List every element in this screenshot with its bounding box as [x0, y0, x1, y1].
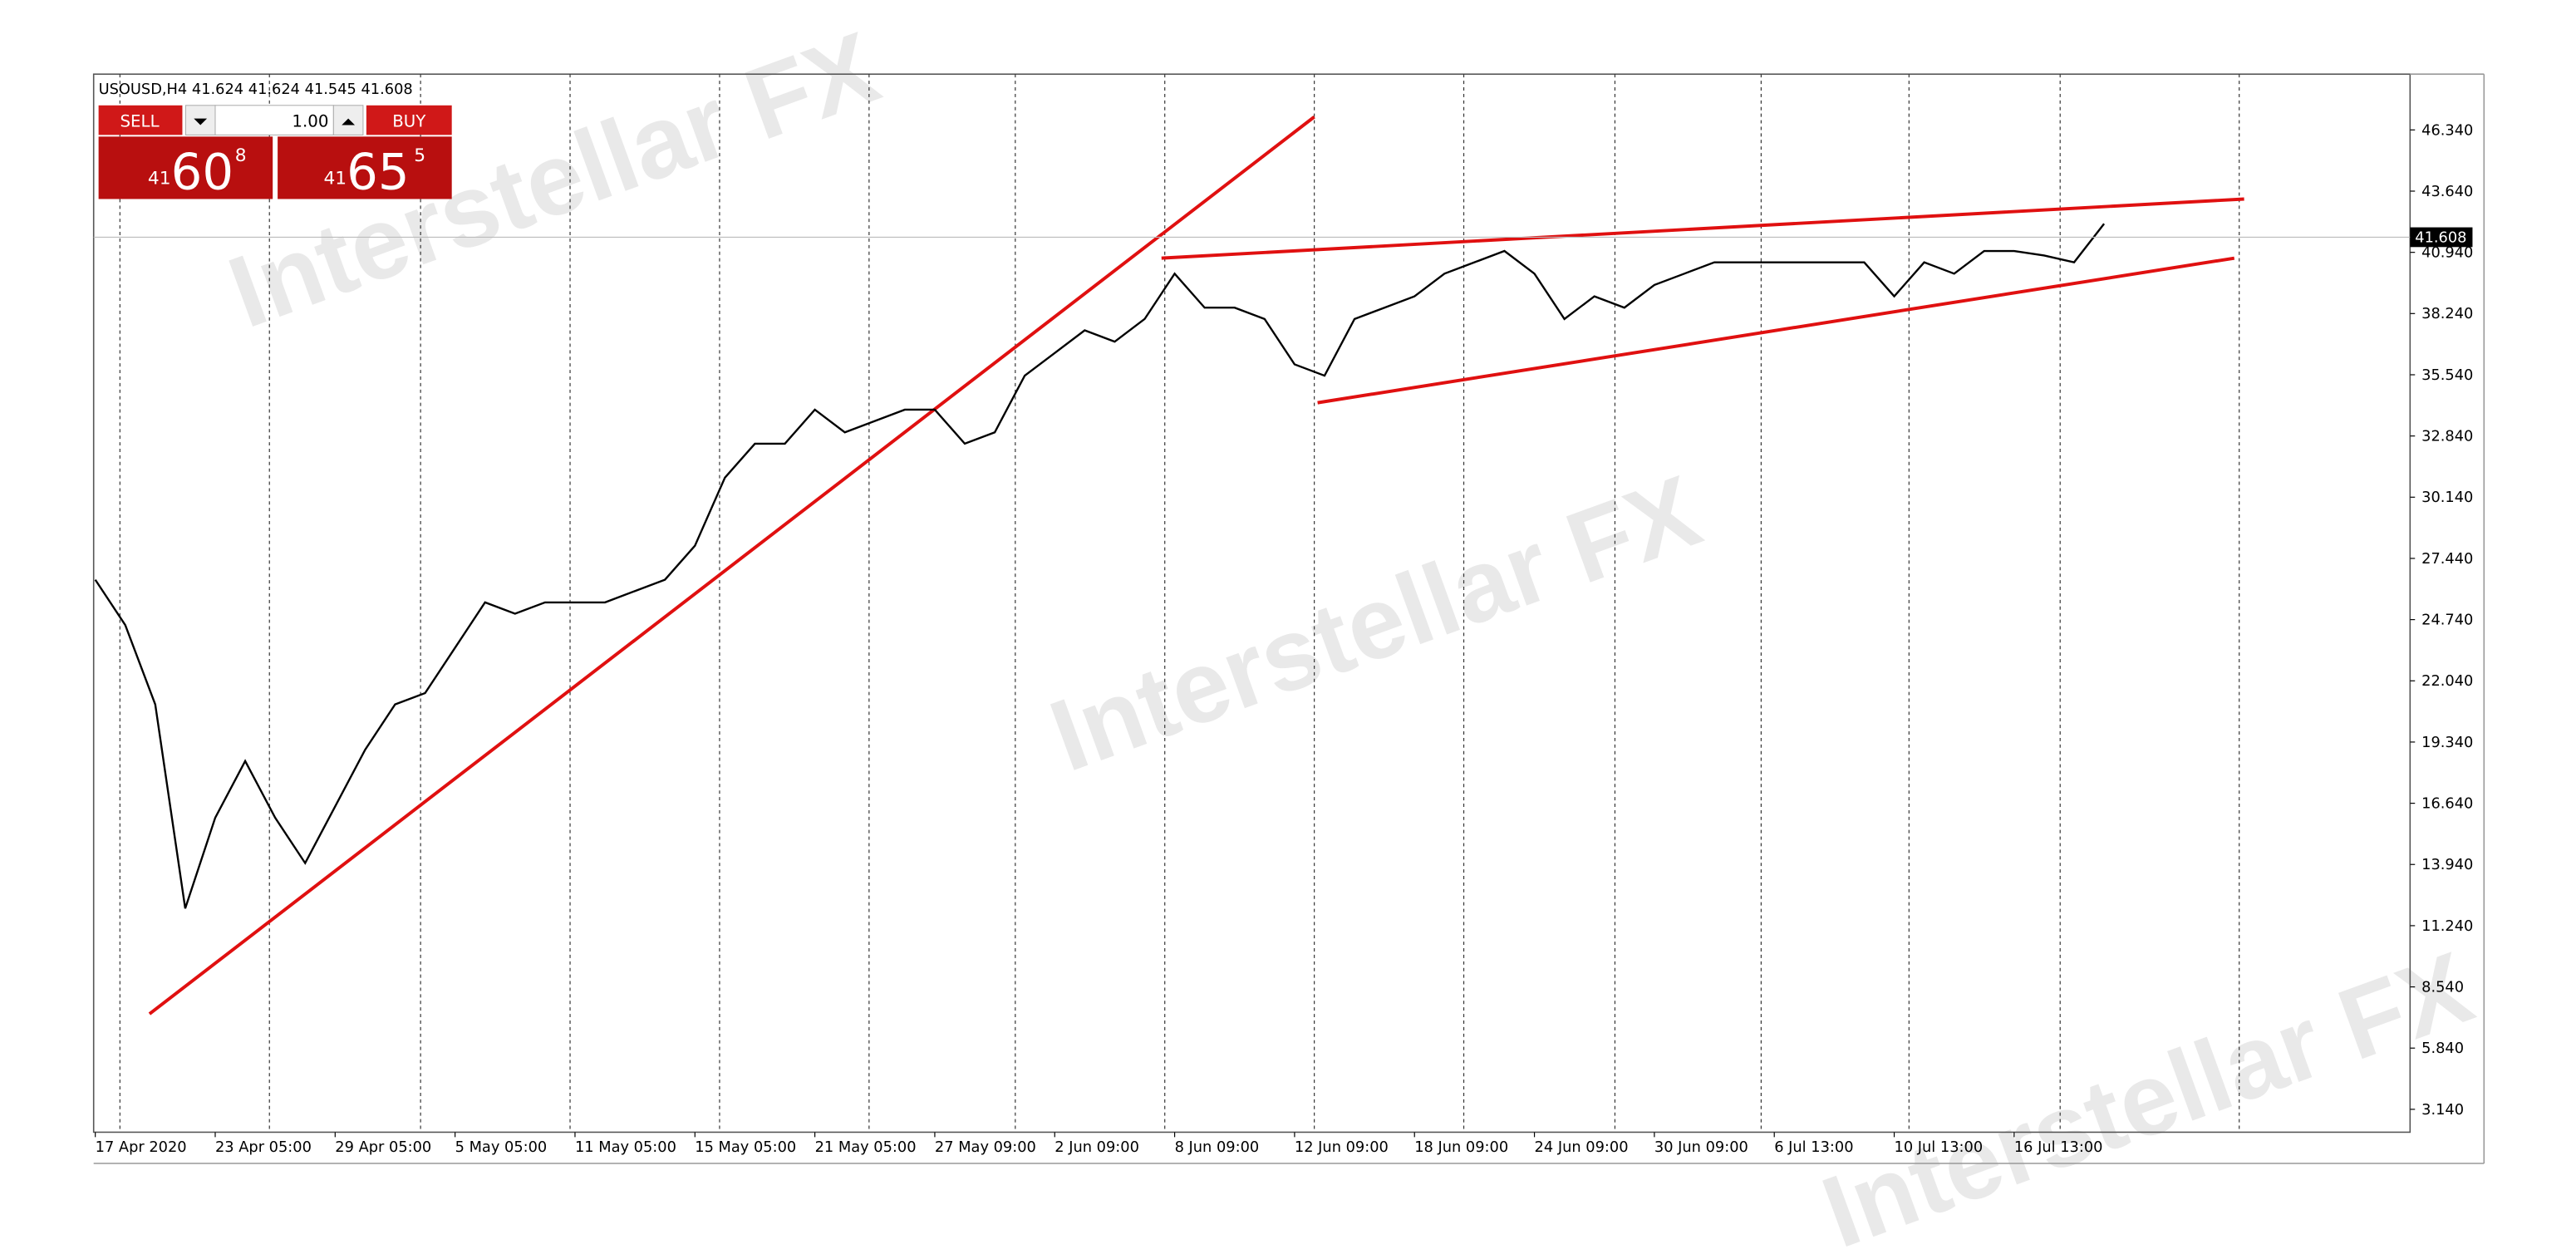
y-tick-label: 11.240: [2421, 917, 2473, 935]
plot-frame: [92, 73, 2411, 1134]
sell-button[interactable]: [98, 105, 183, 135]
watermark: Interstellar FX: [1808, 930, 2485, 1254]
trend-line: [148, 116, 1315, 1015]
buy-button[interactable]: [366, 105, 452, 135]
x-tick-label: 18 Jun 09:00: [1414, 1138, 1508, 1156]
x-tick-label: 16 Jul 13:00: [2014, 1138, 2103, 1156]
y-tick-label: 35.540: [2421, 366, 2473, 384]
y-tick-label: 27.440: [2421, 550, 2473, 568]
y-tick-label: 5.840: [2421, 1040, 2464, 1057]
x-tick-label: 5 May 05:00: [455, 1138, 548, 1156]
y-tick-label: 3.140: [2421, 1101, 2464, 1119]
x-tick-label: 23 Apr 05:00: [215, 1138, 312, 1156]
trade-panel: SELL 1.00 BUY 41 60 8 41 65 5: [98, 105, 452, 201]
x-tick-label: 6 Jul 13:00: [1774, 1138, 1853, 1156]
ask-small: 5: [414, 145, 425, 166]
y-tick-label: 43.640: [2421, 183, 2473, 200]
trend-line: [1317, 256, 2235, 405]
buy-label: BUY: [392, 111, 426, 130]
x-tick-label: 27 May 09:00: [935, 1138, 1036, 1156]
y-tick-label: 22.040: [2421, 672, 2473, 690]
y-tick-label: 38.240: [2421, 305, 2473, 322]
x-tick-label: 15 May 05:00: [695, 1138, 796, 1156]
x-tick-label: 10 Jul 13:00: [1895, 1138, 1984, 1156]
bid-box[interactable]: [98, 136, 273, 199]
x-tick-label: 30 Jun 09:00: [1654, 1138, 1748, 1156]
price-line: [94, 223, 2106, 909]
x-tick-label: 21 May 05:00: [815, 1138, 917, 1156]
y-tick-label: 46.340: [2421, 121, 2473, 139]
ask-big: 41: [323, 169, 347, 189]
x-tick-label: 29 Apr 05:00: [335, 1138, 431, 1156]
time-grid: [119, 74, 2240, 1133]
watermark: Interstellar FX: [1036, 454, 1713, 793]
x-tick-label: 24 Jun 09:00: [1535, 1138, 1629, 1156]
x-tick-label: 12 Jun 09:00: [1295, 1138, 1389, 1156]
arrow-icon: [194, 118, 208, 125]
bid-small: 8: [235, 145, 247, 166]
x-tick-label: 8 Jun 09:00: [1175, 1138, 1260, 1156]
y-tick-label: 13.940: [2421, 856, 2473, 873]
ask-main: 65: [347, 144, 409, 201]
ask-box[interactable]: [278, 136, 452, 199]
chart-title: USOUSD,H4 41.624 41.624 41.545 41.608: [99, 81, 413, 98]
y-tick-label: 19.340: [2421, 734, 2473, 751]
trend-line: [1161, 197, 2244, 260]
last-price-box: [2410, 227, 2473, 248]
y-tick-label: 8.540: [2421, 978, 2464, 996]
y-tick-label: 16.640: [2421, 795, 2473, 813]
arrow-icon: [342, 118, 356, 125]
bid-main: 60: [171, 144, 234, 201]
x-tick-label: 17 Apr 2020: [96, 1138, 187, 1156]
y-tick-label: 30.140: [2421, 489, 2473, 506]
bid-big: 41: [148, 169, 171, 189]
lot-input[interactable]: [214, 105, 334, 135]
last-price-label: 41.608: [2415, 229, 2466, 246]
y-tick-label: 32.840: [2421, 428, 2473, 445]
y-tick-label: 24.740: [2421, 612, 2473, 629]
x-tick-label: 11 May 05:00: [575, 1138, 676, 1156]
lot-value: 1.00: [292, 111, 328, 130]
sell-label: SELL: [120, 111, 160, 130]
y-tick-label: 40.940: [2421, 244, 2473, 262]
x-tick-label: 2 Jun 09:00: [1054, 1138, 1139, 1156]
